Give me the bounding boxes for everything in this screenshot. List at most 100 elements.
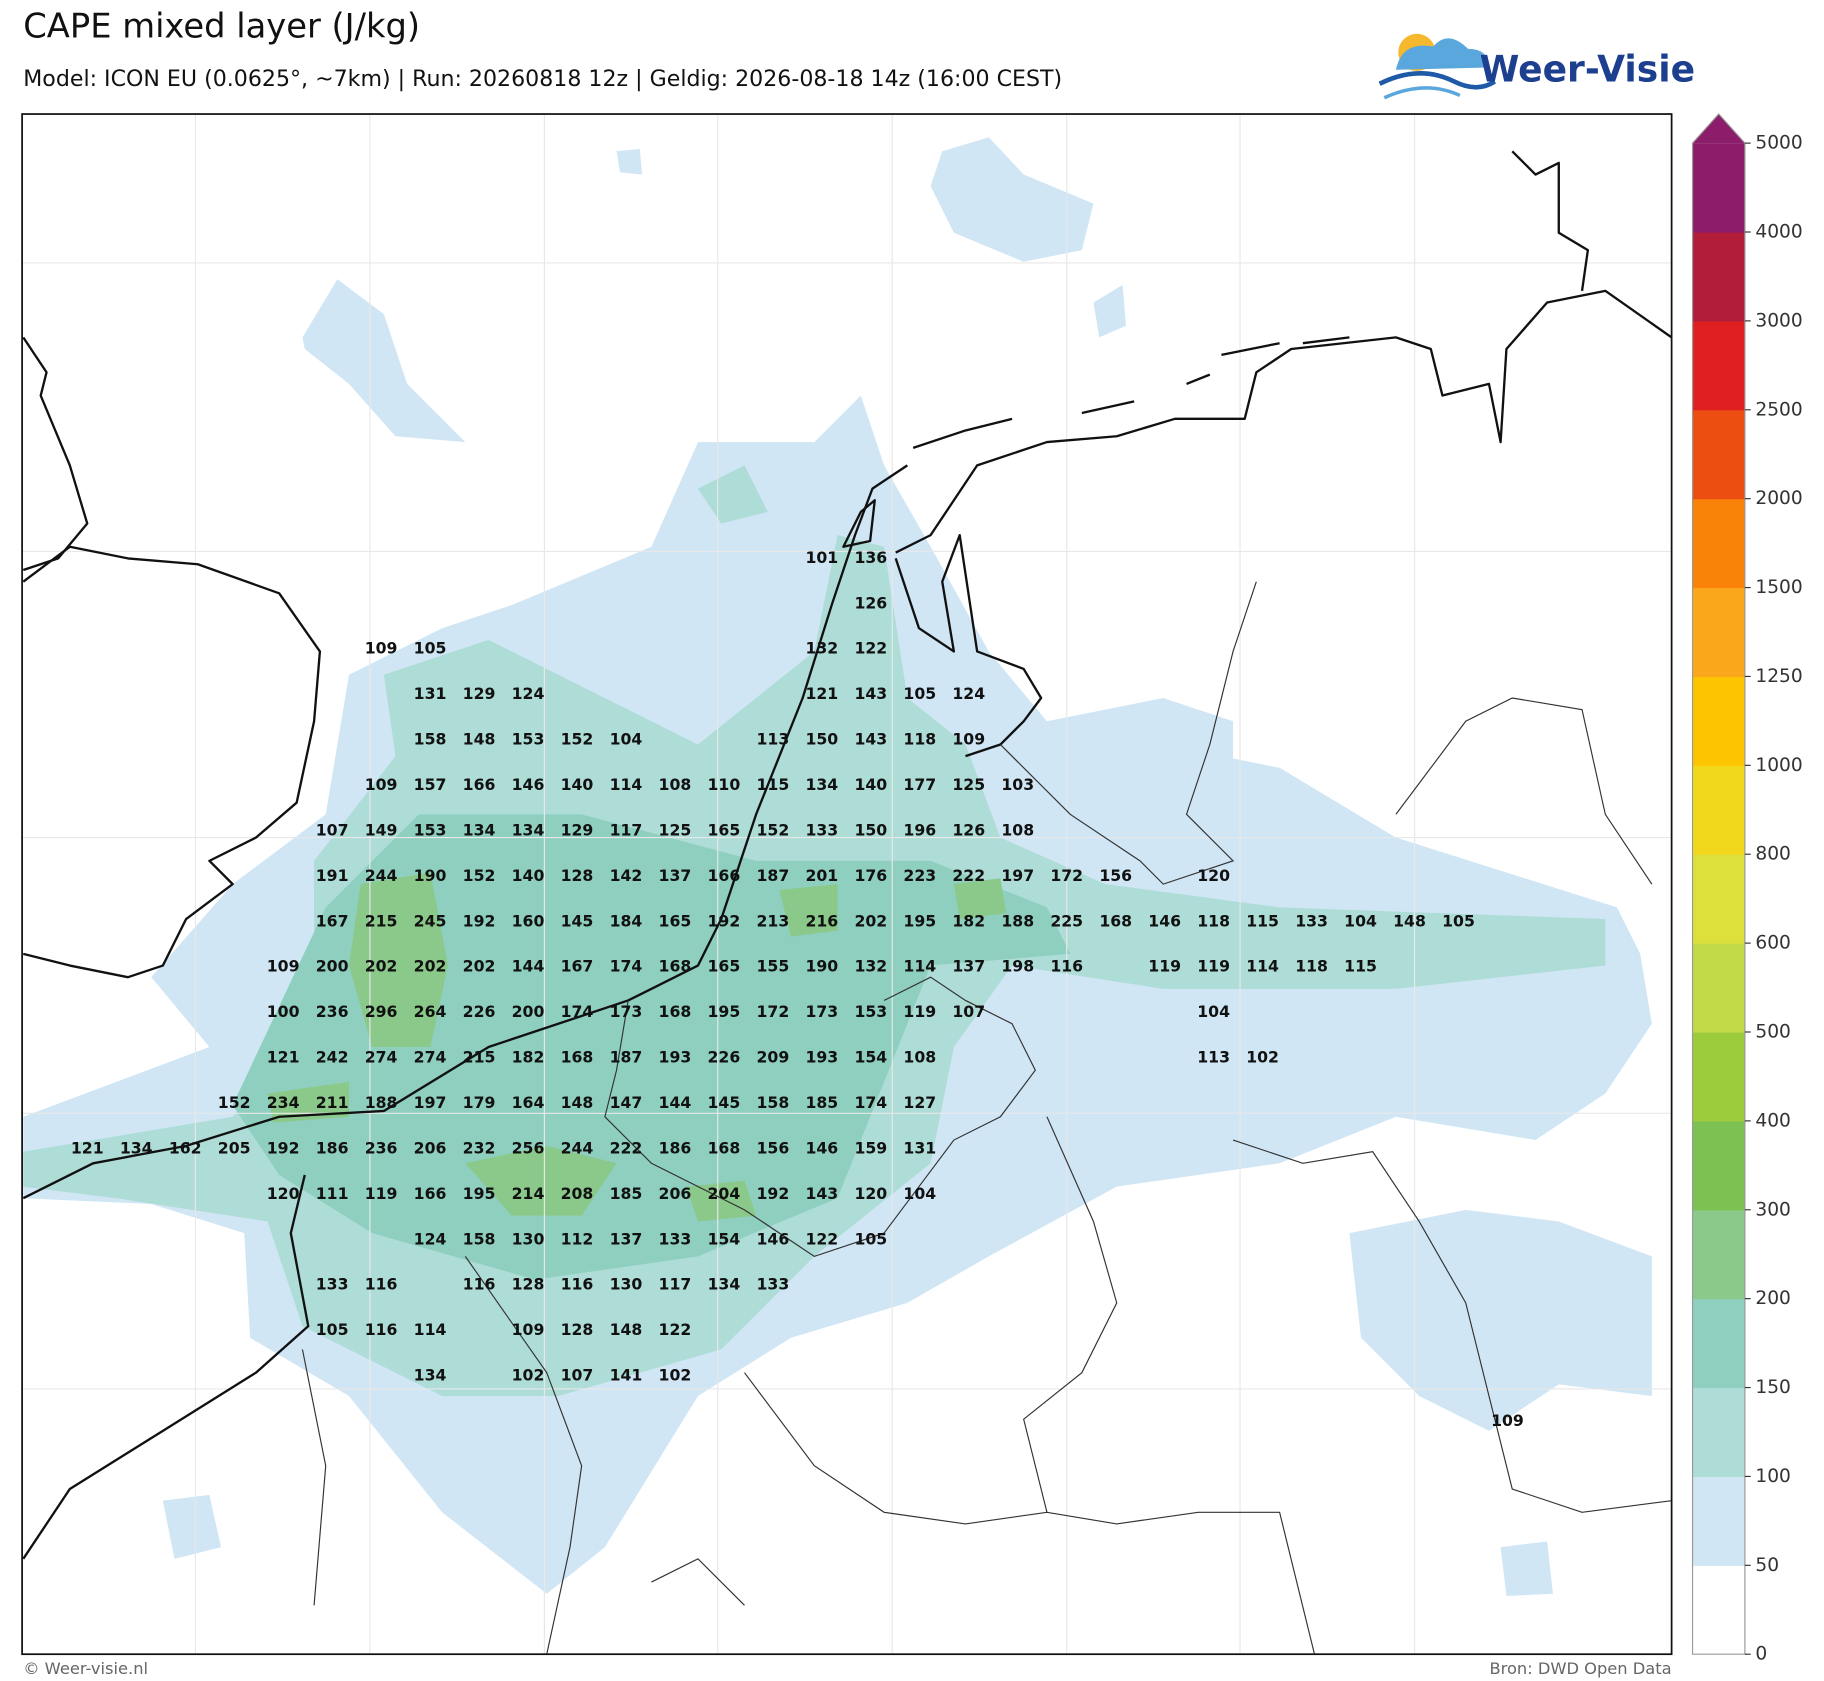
- grid-value: 152: [561, 730, 594, 749]
- grid-value: 126: [854, 593, 887, 612]
- grid-value: 182: [952, 911, 985, 930]
- grid-value: 226: [708, 1048, 741, 1067]
- colorbar-segment: [1692, 498, 1745, 589]
- colorbar-segment: [1692, 320, 1745, 411]
- grid-value: 105: [1442, 911, 1475, 930]
- colorbar-extend: [1692, 114, 1745, 144]
- grid-value: 134: [512, 820, 545, 839]
- grid-value: 222: [952, 866, 985, 885]
- grid-value: 114: [1246, 957, 1279, 976]
- grid-value: 166: [708, 866, 741, 885]
- grid-value: 146: [805, 1138, 838, 1157]
- grid-value: 114: [610, 775, 643, 794]
- grid-value: 116: [463, 1275, 496, 1294]
- grid-value: 102: [1246, 1048, 1279, 1067]
- grid-value: 109: [267, 957, 300, 976]
- grid-value: 202: [414, 957, 447, 976]
- grid-value: 117: [610, 820, 643, 839]
- grid-value: 204: [708, 1184, 741, 1203]
- grid-value: 116: [1050, 957, 1083, 976]
- grid-value: 165: [708, 820, 741, 839]
- grid-value: 134: [120, 1138, 153, 1157]
- colorbar-segment: [1692, 1298, 1745, 1389]
- grid-value: 192: [267, 1138, 300, 1157]
- grid-value: 274: [365, 1048, 398, 1067]
- grid-value: 109: [952, 730, 985, 749]
- grid-value: 196: [903, 820, 936, 839]
- grid-value: 148: [463, 730, 496, 749]
- grid-value: 167: [316, 911, 349, 930]
- colorbar-segment: [1692, 143, 1745, 233]
- grid-value: 133: [756, 1275, 789, 1294]
- grid-value: 119: [1197, 957, 1230, 976]
- grid-value: 232: [463, 1138, 496, 1157]
- grid-value: 118: [903, 730, 936, 749]
- colorbar-tick-label: 400: [1755, 1110, 1791, 1131]
- colorbar-tick-label: 50: [1755, 1555, 1779, 1576]
- grid-value: 168: [708, 1138, 741, 1157]
- grid-value: 174: [561, 1002, 594, 1021]
- cape-200: [267, 872, 1007, 1222]
- grid-value: 133: [316, 1275, 349, 1294]
- grid-value: 104: [903, 1184, 936, 1203]
- grid-value: 115: [1344, 957, 1377, 976]
- grid-value: 104: [1197, 1002, 1230, 1021]
- grid-value: 118: [1295, 957, 1328, 976]
- grid-value: 108: [659, 775, 692, 794]
- grid-value: 205: [218, 1138, 251, 1157]
- grid-value: 109: [365, 639, 398, 658]
- grid-value: 131: [903, 1138, 936, 1157]
- grid-value: 155: [756, 957, 789, 976]
- logo-text: Weer-Visie: [1480, 48, 1695, 90]
- grid-value: 137: [952, 957, 985, 976]
- grid-value: 201: [805, 866, 838, 885]
- grid-value: 190: [805, 957, 838, 976]
- grid-value: 174: [610, 957, 643, 976]
- grid-value: 120: [267, 1184, 300, 1203]
- grid-value: 157: [414, 775, 447, 794]
- grid-value: 121: [267, 1048, 300, 1067]
- grid-value: 154: [854, 1048, 887, 1067]
- grid-value: 147: [610, 1093, 643, 1112]
- grid-value: 242: [316, 1048, 349, 1067]
- colorbar-tick-label: 800: [1755, 844, 1791, 865]
- grid-value: 182: [512, 1048, 545, 1067]
- grid-value: 103: [1001, 775, 1034, 794]
- grid-value: 152: [218, 1093, 251, 1112]
- grid-value: 192: [756, 1184, 789, 1203]
- grid-value: 256: [512, 1138, 545, 1157]
- grid-value: 154: [708, 1229, 741, 1248]
- grid-value: 134: [463, 820, 496, 839]
- map: 101 136 126 109 105 132 122 131 129 124 121 143 105 1…: [22, 114, 1672, 1655]
- grid-value: 193: [659, 1048, 692, 1067]
- grid-value: 209: [756, 1048, 789, 1067]
- grid-value: 192: [463, 911, 496, 930]
- grid-value: 191: [316, 866, 349, 885]
- subtitle: Model: ICON EU (0.0625°, ~7km) | Run: 20…: [23, 66, 1062, 92]
- grid-value: 119: [903, 1002, 936, 1021]
- grid-value: 140: [512, 866, 545, 885]
- grid-value: 173: [805, 1002, 838, 1021]
- grid-value: 187: [610, 1048, 643, 1067]
- grid-value: 119: [365, 1184, 398, 1203]
- grid-value: 193: [805, 1048, 838, 1067]
- colorbar-segment: [1692, 854, 1745, 944]
- grid-value: 236: [365, 1138, 398, 1157]
- grid-value: 133: [805, 820, 838, 839]
- grid-value: 122: [854, 639, 887, 658]
- grid-value: 142: [610, 866, 643, 885]
- grid-value: 124: [414, 1229, 447, 1248]
- colorbar-tick-label: 300: [1755, 1199, 1791, 1220]
- grid-value: 107: [561, 1366, 594, 1385]
- grid-value: 125: [952, 775, 985, 794]
- grid-value: 197: [1001, 866, 1034, 885]
- footer-right: Bron: DWD Open Data: [1489, 1659, 1671, 1678]
- grid-value: 149: [365, 820, 398, 839]
- grid-value: 148: [561, 1093, 594, 1112]
- grid-value: 172: [1050, 866, 1083, 885]
- grid-value: 200: [316, 957, 349, 976]
- grid-value: 168: [659, 1002, 692, 1021]
- grid-value: 200: [512, 1002, 545, 1021]
- grid-value: 118: [1197, 911, 1230, 930]
